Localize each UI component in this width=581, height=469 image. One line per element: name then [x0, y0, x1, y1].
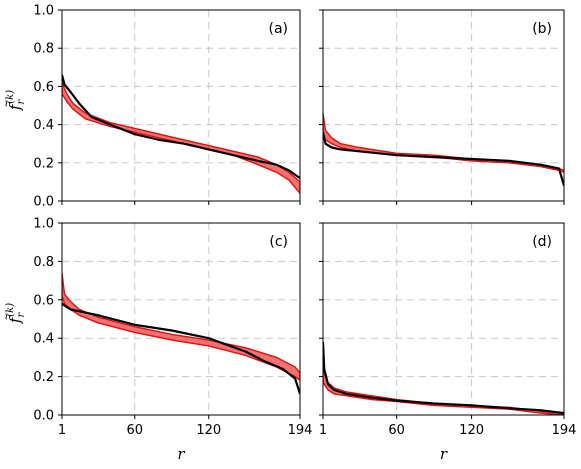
empirical-line [323, 131, 564, 187]
x-tick-label: 194 [552, 423, 577, 438]
panel-frame [322, 9, 565, 202]
chart-panel: 0.0 0.2 0.4 0.6 0.8 1.0 1 60 120 194 (c) f̃r(k) r [5, 217, 312, 464]
x-tick-label: 60 [388, 423, 405, 438]
y-tick-label: 0.8 [33, 42, 54, 57]
y-axis-label: f̃r(k) [5, 90, 27, 111]
panel-label: (c) [269, 234, 288, 250]
y-axis-label-text: f̃r(k) [5, 303, 27, 324]
plot-area [62, 272, 300, 395]
x-axis-label: r [440, 445, 448, 463]
empirical-line [62, 302, 300, 395]
panel-frame [322, 222, 565, 416]
panel-label: (b) [532, 21, 552, 37]
x-tick-label: 1 [58, 423, 66, 438]
x-tick-label: 1 [319, 423, 327, 438]
x-tick-label: 120 [196, 423, 221, 438]
panel-frame [61, 9, 301, 202]
x-tick-label: 194 [288, 423, 313, 438]
plot-area [62, 74, 300, 195]
empirical-line [323, 341, 564, 415]
y-tick-label: 1.0 [33, 4, 54, 19]
y-tick-label: 0.0 [33, 409, 54, 424]
plot-area [323, 112, 564, 187]
model-band [323, 112, 564, 174]
x-tick-label: 120 [459, 423, 484, 438]
y-tick-label: 0.4 [33, 332, 54, 347]
y-tick-label: 0.2 [33, 156, 54, 171]
y-tick-label: 0.6 [33, 80, 54, 95]
y-tick-label: 0.2 [33, 370, 54, 385]
plot-area [323, 341, 564, 415]
model-band [62, 82, 300, 195]
model-band [323, 364, 564, 415]
y-tick-label: 0.6 [33, 293, 54, 308]
y-axis-label-text: f̃r(k) [5, 90, 27, 111]
panel-label: (d) [532, 234, 552, 250]
chart-panel: 0.0 0.2 0.4 0.6 0.8 1.0 (a) f̃r(k) [5, 4, 301, 210]
x-tick-label: 60 [126, 423, 143, 438]
panel-frame [61, 222, 301, 416]
y-tick-label: 1.0 [33, 217, 54, 232]
y-axis-label: f̃r(k) [5, 303, 27, 324]
panel-label: (a) [268, 21, 288, 37]
model-band [62, 272, 300, 382]
chart-panel: (b) [319, 9, 565, 205]
x-axis-label: r [177, 445, 185, 463]
y-tick-label: 0.0 [33, 195, 54, 210]
y-tick-label: 0.8 [33, 255, 54, 270]
chart-panel: 1 60 120 194 (d) r [319, 222, 577, 463]
empirical-line [62, 74, 300, 180]
y-tick-label: 0.4 [33, 118, 54, 133]
